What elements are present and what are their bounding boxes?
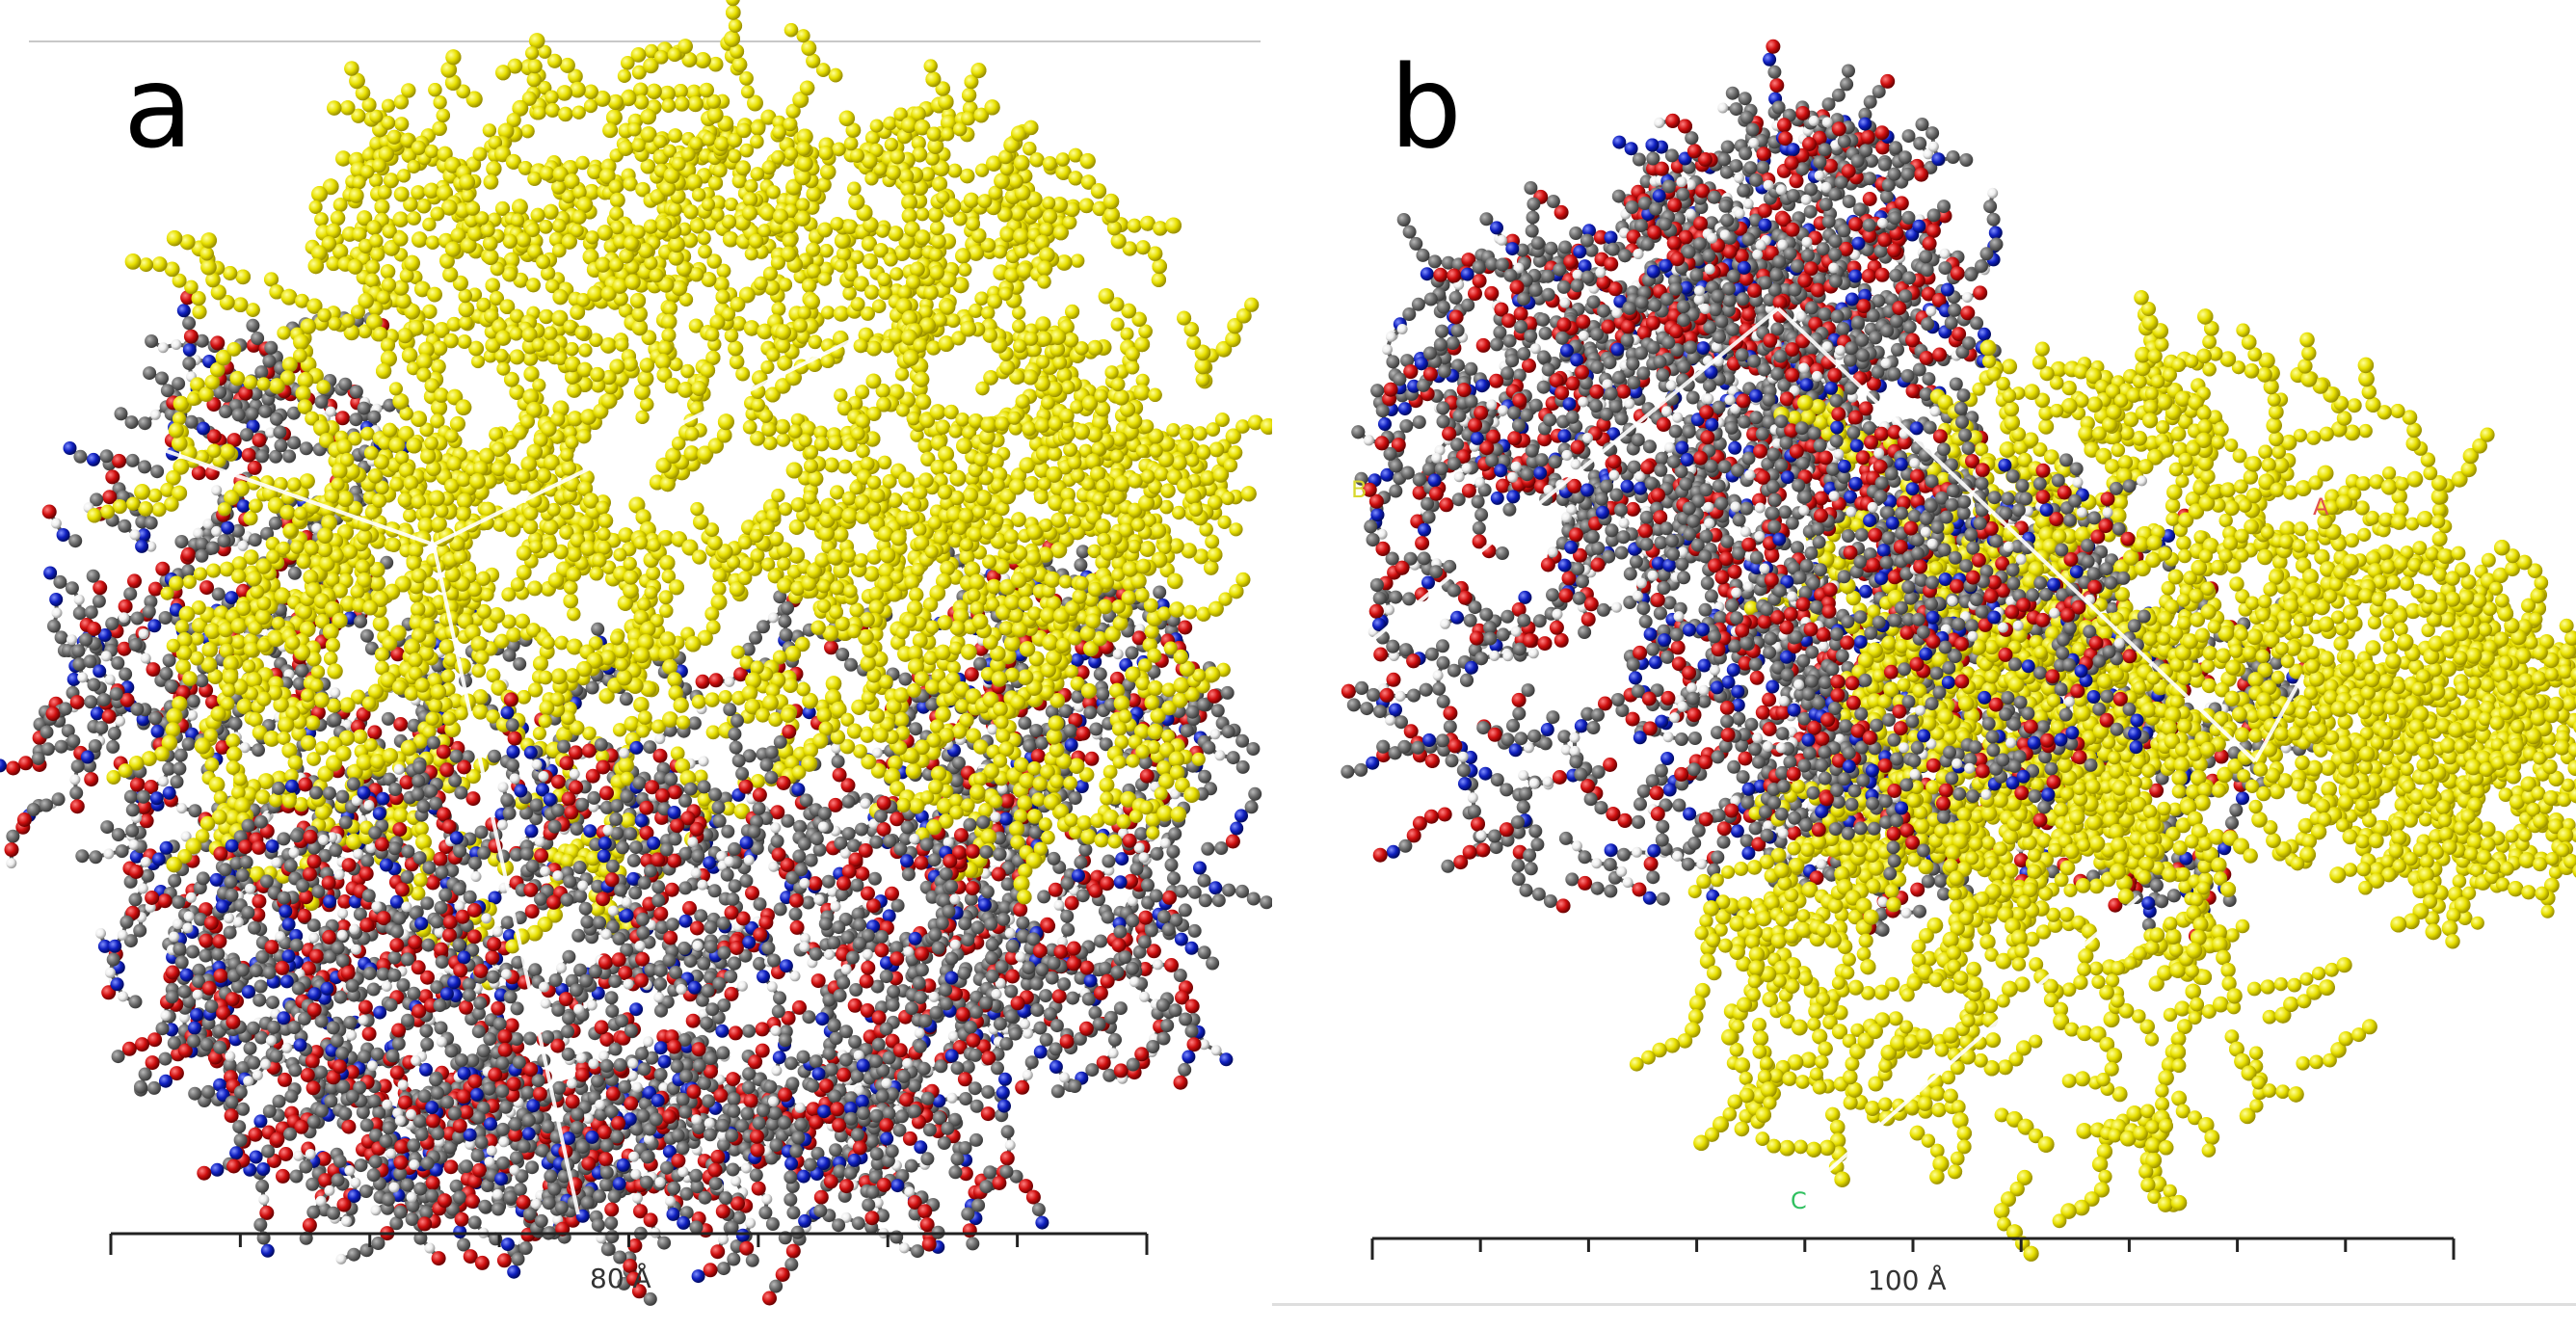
panel-b-scale-bar-label: 100 Å: [1868, 1264, 1947, 1296]
a-scale-bar: [109, 1232, 1149, 1255]
panel-a-scale-bar-label: 80 Å: [590, 1263, 651, 1294]
b-scale-bar: [1370, 1237, 2456, 1260]
panel-b-c-axis-label: C: [1791, 1187, 1807, 1214]
b-unit-cell: [1328, 306, 2305, 1187]
panel-b-bottom-rule: [1272, 1303, 2576, 1306]
panel-b-label: b: [1390, 50, 1462, 164]
panel-b: b 100 Å A C B: [1272, 0, 2576, 1331]
b-organic-chains: [1586, 367, 2151, 881]
panel-b-a-axis-label: A: [2313, 493, 2328, 520]
a-organic-chains: [111, 692, 1081, 1257]
panel-a-top-rule: [29, 40, 1261, 42]
panel-b-b-axis-label: B: [1351, 476, 1367, 503]
panel-a-label: a: [123, 50, 193, 164]
panel-b-molecular-model: [1328, 39, 2576, 1262]
a-unit-cell: [144, 335, 859, 1215]
panel-a-molecular-model: [0, 0, 1272, 1306]
panel-a: a 80 Å: [0, 0, 1272, 1331]
